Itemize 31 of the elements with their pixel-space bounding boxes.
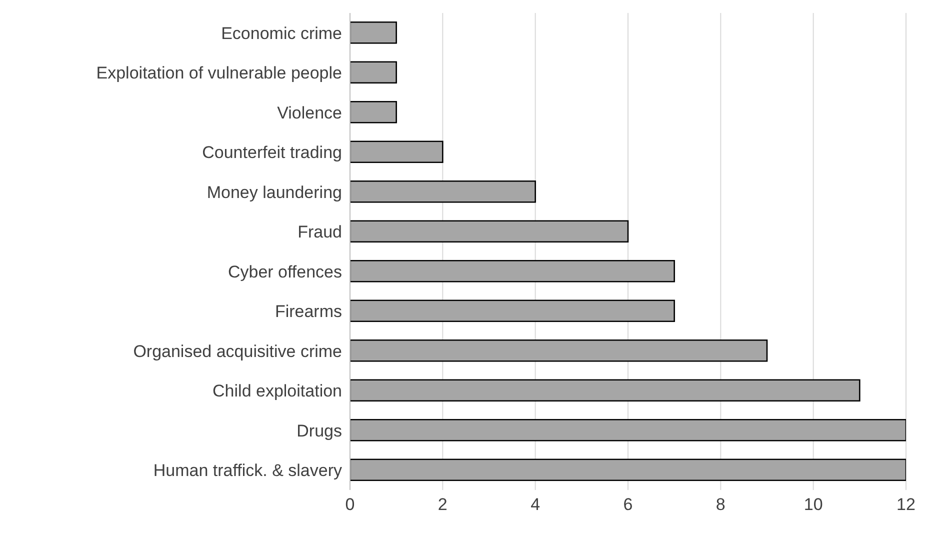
bar <box>350 418 906 442</box>
y-tick-label: Violence <box>277 103 342 122</box>
x-tick-label: 0 <box>345 495 355 514</box>
bar <box>350 458 906 482</box>
x-tick-label: 8 <box>716 495 726 514</box>
x-tick-label: 2 <box>438 495 448 514</box>
y-tick-label: Economic crime <box>221 24 342 43</box>
bar <box>350 260 675 282</box>
bar <box>350 180 536 203</box>
bar <box>350 100 397 124</box>
y-tick-label: Human traffick. & slavery <box>153 461 342 480</box>
y-tick-label: Drugs <box>296 421 342 440</box>
y-tick-label: Counterfeit trading <box>202 143 342 162</box>
y-tick-label: Fraud <box>298 222 342 242</box>
bar <box>350 379 860 402</box>
bar <box>350 140 444 164</box>
bar <box>350 61 397 84</box>
y-tick-label: Money laundering <box>206 182 342 202</box>
y-tick-label: Exploitation of vulnerable people <box>96 64 342 83</box>
y-tick-label: Firearms <box>274 302 342 322</box>
bar <box>350 220 629 243</box>
y-tick-label: Child exploitation <box>212 382 342 401</box>
x-tick-label: 12 <box>896 495 916 514</box>
x-tick-label: 6 <box>623 495 633 514</box>
bar <box>350 300 675 322</box>
y-tick-label: Cyber offences <box>228 262 342 282</box>
bar <box>350 21 397 44</box>
x-tick-label: 4 <box>530 495 540 514</box>
y-tick-label: Organised acquisitive crime <box>133 342 342 361</box>
x-tick-label: 10 <box>804 495 823 514</box>
bar <box>350 339 768 362</box>
